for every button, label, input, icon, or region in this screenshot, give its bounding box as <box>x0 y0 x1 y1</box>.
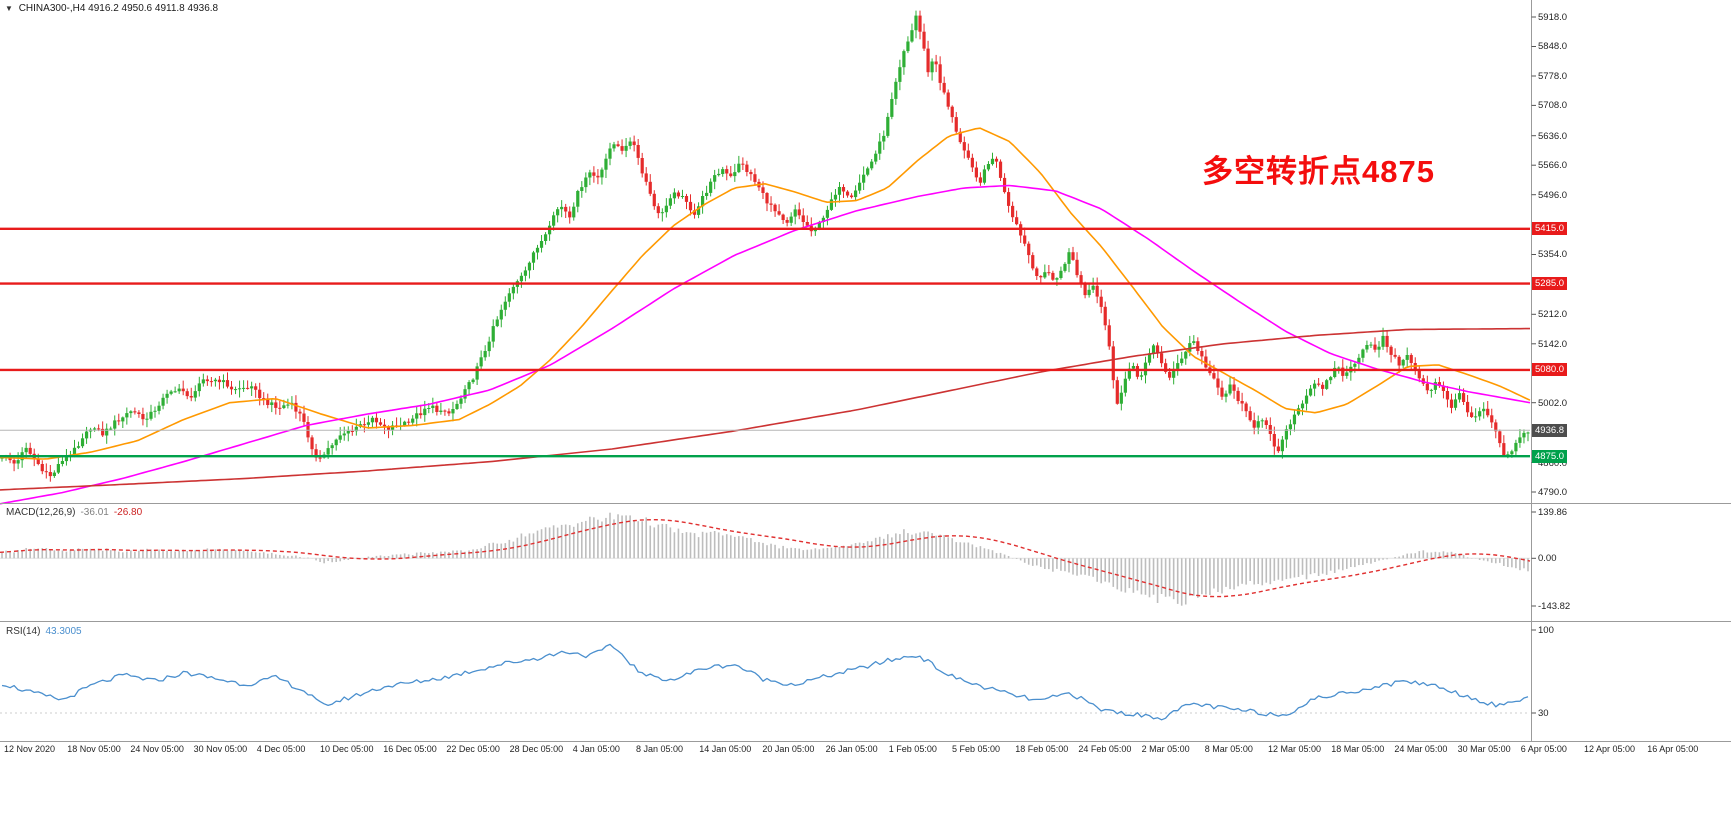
grid-layer <box>0 557 1530 714</box>
rsi-indicator-label: RSI(14) 43.3005 <box>6 626 82 637</box>
symbol-ohlc-info: ▼ CHINA300-,H4 4916.2 4950.6 4911.8 4936… <box>5 3 218 14</box>
macd-indicator-label: MACD(12,26,9) -36.01 -26.80 <box>6 507 142 518</box>
moving-averages <box>0 127 1531 505</box>
symbol-ohlc-text: CHINA300-,H4 4916.2 4950.6 4911.8 4936.8 <box>18 3 219 14</box>
annotation-text[interactable]: 多空转折点4875 <box>1202 154 1435 189</box>
pane-frame <box>0 0 1731 742</box>
macd-name: MACD(12,26,9) <box>6 507 76 518</box>
horizontal-levels[interactable] <box>0 227 1530 458</box>
macd-signal-value: -26.80 <box>113 507 143 518</box>
rsi-name: RSI(14) <box>6 626 41 637</box>
rsi-value: 43.3005 <box>45 626 82 637</box>
rsi-series <box>1 643 1529 721</box>
macd-series <box>0 512 1531 606</box>
chart-dropdown-icon[interactable]: ▼ <box>5 4 13 13</box>
macd-main-value: -36.01 <box>80 507 109 518</box>
